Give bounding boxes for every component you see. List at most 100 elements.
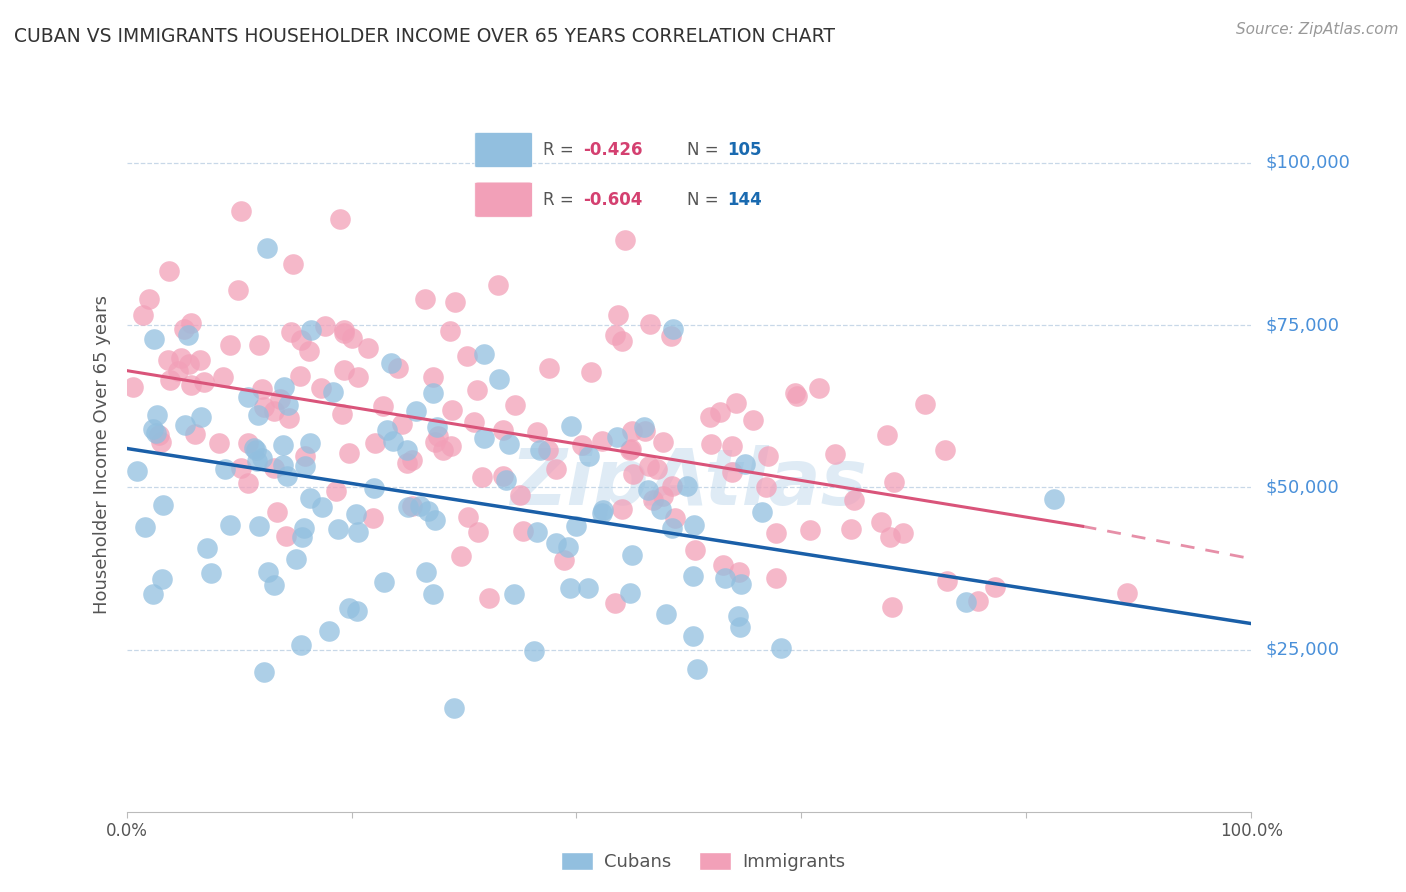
Point [263, 404, 285, 418]
Point [713, 558, 735, 572]
Point [253, 400, 276, 414]
Point [603, 597, 626, 611]
Point [236, 435, 259, 450]
Point [621, 548, 644, 562]
Point [322, 384, 344, 399]
Point [755, 479, 778, 493]
Point [238, 476, 260, 491]
Point [391, 417, 413, 432]
Point [174, 418, 197, 433]
Point [443, 701, 465, 715]
Point [450, 549, 472, 563]
Point [842, 493, 865, 508]
Point [659, 329, 682, 343]
Text: Source: ZipAtlas.com: Source: ZipAtlas.com [1236, 22, 1399, 37]
Point [785, 385, 807, 400]
Point [142, 332, 165, 346]
Point [288, 368, 311, 383]
Point [610, 334, 633, 348]
Y-axis label: Householder Income Over 65 years: Householder Income Over 65 years [93, 295, 111, 615]
Point [799, 523, 821, 537]
Point [309, 381, 332, 395]
Point [765, 526, 787, 541]
Point [387, 361, 409, 376]
Text: $75,000: $75,000 [1265, 316, 1340, 334]
Point [652, 490, 675, 504]
Point [247, 337, 270, 351]
Point [984, 580, 1007, 594]
Point [664, 511, 686, 525]
Point [839, 522, 862, 536]
Point [770, 641, 793, 656]
Point [936, 574, 959, 588]
Point [558, 581, 581, 595]
Point [474, 347, 496, 361]
Point [638, 317, 661, 331]
Point [159, 264, 181, 278]
Point [344, 507, 367, 521]
Point [231, 203, 253, 218]
Point [471, 470, 494, 484]
Point [371, 399, 394, 413]
Point [294, 459, 316, 474]
Point [357, 342, 380, 356]
Point [413, 292, 436, 306]
Point [422, 370, 444, 384]
Point [553, 552, 575, 566]
Point [180, 377, 202, 392]
Point [425, 513, 447, 527]
Point [337, 600, 360, 615]
Point [441, 402, 464, 417]
Point [276, 469, 298, 483]
Text: $100,000: $100,000 [1265, 154, 1350, 172]
Point [179, 357, 201, 371]
Point [208, 435, 231, 450]
Point [285, 551, 308, 566]
Point [591, 506, 613, 520]
Point [610, 502, 633, 516]
Point [415, 565, 437, 579]
Point [218, 337, 240, 351]
Point [756, 449, 779, 463]
Point [955, 595, 977, 609]
Point [426, 419, 449, 434]
Point [347, 524, 370, 539]
Point [395, 443, 418, 458]
Point [824, 447, 846, 461]
Point [180, 316, 202, 330]
Text: $50,000: $50,000 [1265, 478, 1339, 496]
Point [637, 483, 659, 497]
Point [522, 644, 544, 658]
Point [298, 436, 321, 450]
Point [418, 504, 440, 518]
Point [637, 459, 659, 474]
Point [246, 454, 269, 468]
Point [364, 435, 387, 450]
Point [195, 541, 218, 555]
Point [257, 565, 280, 579]
Point [427, 428, 450, 442]
Point [150, 572, 173, 586]
Point [621, 467, 644, 481]
Point [290, 530, 312, 544]
Point [266, 505, 288, 519]
Point [682, 568, 704, 582]
Point [576, 581, 599, 595]
Point [382, 434, 405, 448]
Point [245, 442, 267, 457]
Point [538, 360, 561, 375]
Point [380, 356, 402, 370]
Point [724, 395, 747, 409]
Point [564, 519, 586, 533]
Point [714, 571, 737, 585]
Point [529, 442, 551, 457]
Point [443, 295, 465, 310]
Point [914, 396, 936, 410]
Point [273, 438, 295, 452]
Point [263, 578, 285, 592]
Point [277, 410, 299, 425]
Point [682, 629, 704, 643]
Point [546, 461, 568, 475]
Point [488, 372, 510, 386]
Point [150, 435, 173, 450]
